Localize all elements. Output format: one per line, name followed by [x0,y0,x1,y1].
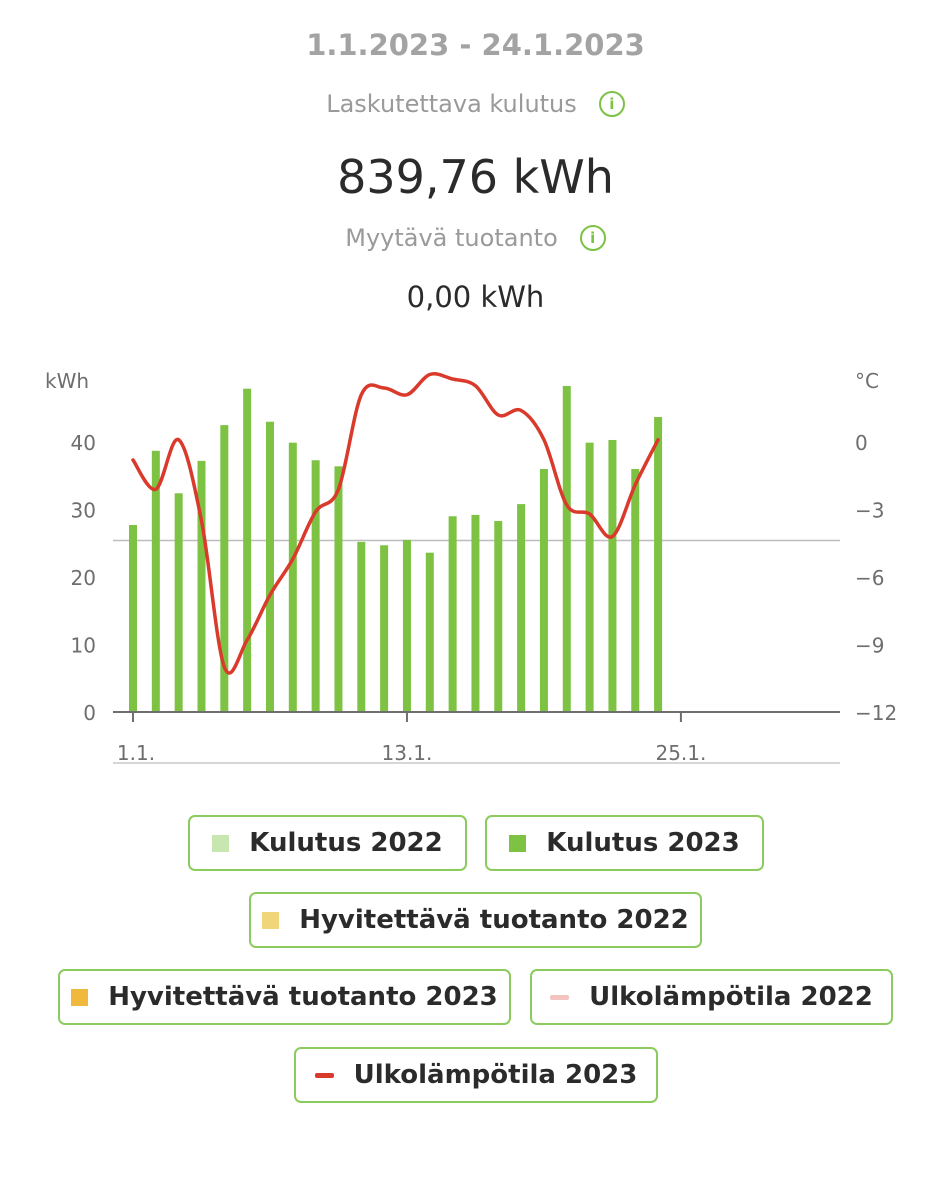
bar-day-7 [265,421,274,712]
bar-day-22 [608,439,617,712]
y-right-tick: −9 [855,634,884,658]
x-tick-label: 13.1. [382,741,433,765]
bar-day-16 [471,514,480,712]
bar-day-10 [334,466,343,712]
y-left-tick: 0 [83,701,96,725]
bar-day-17 [494,520,503,712]
legend-label: Ulkolämpötila 2022 [589,982,873,1012]
sellable-production-value: 0,00 kWh [406,280,545,314]
square-swatch-icon [509,834,527,852]
bar-day-23 [631,469,640,712]
bar-day-20 [562,385,571,712]
legend-label: Kulutus 2022 [249,828,443,858]
bar-day-4 [197,460,206,712]
sellable-production-label: Myytävä tuotanto i [0,224,951,252]
legend-ulkolampotila-2023[interactable]: Ulkolämpötila 2023 [294,1047,658,1103]
y-right-tick: −3 [855,499,884,523]
legend-label: Kulutus 2023 [546,828,740,858]
y-right-tick: −6 [855,566,884,590]
bar-day-13 [402,539,411,712]
y-left-tick: 40 [71,431,96,455]
temperature-line [131,372,660,675]
billable-consumption-label: Laskutettava kulutus i [0,90,951,118]
sellable-production-text: Myytävä tuotanto [345,224,558,252]
info-icon[interactable]: i [579,225,606,251]
x-tick-label: 1.1. [117,741,155,765]
legend-hyvitettava-2023[interactable]: Hyvitettävä tuotanto 2023 [58,969,511,1025]
y-left-tick: 20 [71,566,96,590]
legend-hyvitettava-2022[interactable]: Hyvitettävä tuotanto 2022 [249,892,702,948]
y-left-tick: 10 [71,634,96,658]
bar-day-24 [654,417,663,712]
bar-day-3 [174,493,183,712]
square-swatch-icon [71,988,89,1006]
consumption-chart: kWh °C 0 10 20 30 40 −12 −9 −6 −3 0 1.1. 13.1. 25.1. [45,369,897,765]
bar-day-14 [425,552,434,712]
bar-day-9 [311,460,320,712]
date-range: 1.1.2023 - 24.1.2023 [306,28,645,62]
bar-day-6 [243,388,252,712]
bar-day-19 [539,469,548,712]
x-tick-label: 25.1. [655,741,706,765]
info-icon[interactable]: i [598,91,625,117]
y-left-axis-label: kWh [45,369,89,393]
square-swatch-icon [212,834,230,852]
billable-consumption-text: Laskutettava kulutus [326,90,577,118]
legend-kulutus-2022[interactable]: Kulutus 2022 [188,815,467,871]
bar-day-5 [220,425,229,712]
line-swatch-icon [314,1072,334,1078]
bar-day-8 [288,442,297,712]
bar-day-21 [585,442,594,712]
square-swatch-icon [262,911,280,929]
line-swatch-icon [550,994,570,1000]
bar-day-18 [517,504,526,712]
billable-consumption-value: 839,76 kWh [337,150,614,204]
legend-label: Ulkolämpötila 2023 [353,1060,638,1090]
y-left-tick: 30 [71,499,96,523]
legend-kulutus-2023[interactable]: Kulutus 2023 [485,815,764,871]
bar-day-12 [380,545,389,712]
legend-label: Hyvitettävä tuotanto 2022 [299,905,689,935]
bar-day-15 [448,516,457,712]
y-right-axis-label: °C [855,369,879,393]
legend-label: Hyvitettävä tuotanto 2023 [108,982,498,1012]
y-right-tick: 0 [855,431,868,455]
legend-ulkolampotila-2022[interactable]: Ulkolämpötila 2022 [530,969,893,1025]
bar-day-1 [129,525,137,712]
bar-day-2 [151,450,160,712]
y-right-tick: −12 [855,701,897,725]
bar-day-11 [357,541,366,712]
